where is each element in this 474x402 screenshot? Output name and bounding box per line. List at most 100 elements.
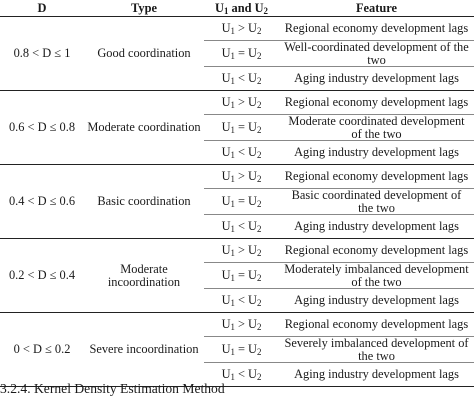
relation-symbol: < (238, 367, 245, 382)
u-letter: U (221, 342, 231, 357)
u-letter: U (248, 145, 257, 160)
table-row: 0.6 < D ≤ 0.8 Moderate coordination U1 > U2 R… (0, 90, 474, 165)
u-letter: U (221, 120, 231, 135)
table-body: 0.8 < D ≤ 1 Good coordination U1 > U2 Regiona… (0, 16, 474, 387)
relation-symbol: > (238, 169, 245, 184)
u-sub: 2 (256, 199, 262, 210)
relation-symbol: = (238, 46, 245, 61)
u-letter: U (248, 95, 257, 110)
cell-type: Severe incoordination (84, 312, 204, 387)
u-letter: U (221, 219, 231, 234)
u-letter: U (248, 194, 257, 209)
header-u: U1 and U2 (204, 0, 279, 17)
u-sub: 2 (256, 100, 262, 111)
u-sub: 1 (230, 298, 235, 309)
relation-symbol: > (238, 243, 245, 258)
cell-d-range: 0.8 < D ≤ 1 (0, 16, 84, 91)
cell-feature: Aging industry development lags (279, 140, 474, 165)
cell-u-relation: U1 = U2 (204, 336, 279, 363)
cell-u-relation: U1 > U2 (204, 164, 279, 189)
table-row: U1 = U2 Severely imbalanced development of … (0, 336, 474, 363)
header-row: D Type U1 and U2 Feature (0, 0, 474, 17)
u-letter: U (248, 21, 257, 36)
u-sub: 2 (256, 273, 262, 284)
cell-u-relation: U1 > U2 (204, 90, 279, 115)
u-letter: U (221, 317, 231, 332)
cell-feature: Regional economy development lags (279, 312, 474, 337)
u-sub: 2 (256, 51, 262, 62)
u-sub: 2 (256, 76, 262, 87)
u-letter: U (221, 46, 231, 61)
u-letter: U (221, 367, 231, 382)
section-heading: 3.2.4. Kernel Density Estimation Method (0, 381, 225, 396)
relation-symbol: = (238, 194, 245, 209)
classification-table: D Type U1 and U2 Feature 0.8 < D ≤ 1 Good… (0, 0, 474, 387)
header-feature: Feature (279, 0, 474, 17)
u-sub: 1 (230, 100, 235, 111)
cell-u-relation: U1 < U2 (204, 362, 279, 387)
u-sub: 1 (230, 51, 235, 62)
u-sub: 1 (230, 248, 235, 259)
relation-symbol: > (238, 21, 245, 36)
u-letter: U (221, 243, 231, 258)
cell-d-range: 0.6 < D ≤ 0.8 (0, 90, 84, 165)
u-letter: U (248, 219, 257, 234)
u-letter: U (248, 268, 257, 283)
cell-feature: Severely imbalanced development of the t… (279, 336, 474, 363)
relation-symbol: < (238, 293, 245, 308)
table-row: U1 < U2 Aging industry development lags (0, 140, 474, 165)
table-row: U1 < U2 Aging industry development lags (0, 362, 474, 387)
u-sub: 2 (256, 248, 262, 259)
u-letter: U (221, 268, 231, 283)
u-sub: 1 (230, 372, 235, 383)
cell-feature: Aging industry development lags (279, 362, 474, 387)
cell-u-relation: U1 < U2 (204, 140, 279, 165)
relation-symbol: = (238, 120, 245, 135)
cell-u-relation: U1 = U2 (204, 114, 279, 141)
cell-feature: Moderately imbalanced development of the… (279, 262, 474, 289)
u-sub: 2 (256, 150, 262, 161)
table-row: 0.4 < D ≤ 0.6 Basic coordination U1 > U2 Regi… (0, 164, 474, 239)
u-sub: 2 (256, 322, 262, 333)
u-sub: 1 (230, 26, 235, 37)
table-row: 0 < D ≤ 0.2 Severe incoordination U1 > U2 Reg… (0, 312, 474, 387)
u-letter: U (248, 342, 257, 357)
relation-symbol: > (238, 317, 245, 332)
u-sub: 2 (256, 298, 262, 309)
cell-u-relation: U1 < U2 (204, 214, 279, 239)
relation-symbol: = (238, 268, 245, 283)
relation-symbol: < (238, 219, 245, 234)
u-letter: U (248, 120, 257, 135)
cell-d-range: 0.4 < D ≤ 0.6 (0, 164, 84, 239)
relation-symbol: > (238, 95, 245, 110)
table-row: U1 = U2 Basic coordinated development of th… (0, 188, 474, 215)
relation-symbol: < (238, 71, 245, 86)
u-letter: U (248, 46, 257, 61)
u-letter: U (248, 243, 257, 258)
cell-feature: Regional economy development lags (279, 238, 474, 263)
cell-feature: Regional economy development lags (284, 21, 469, 36)
relation-symbol: = (238, 342, 245, 357)
cell-feature: Aging industry development lags (279, 288, 474, 313)
table-row: U1 < U2 Aging industry development lags (0, 214, 474, 239)
u-sub: 1 (230, 322, 235, 333)
cell-type: Moderate coordination (84, 90, 204, 165)
cell-u-relation: U1 < U2 (204, 66, 279, 91)
header-type: Type (84, 0, 204, 17)
cell-feature: Aging industry development lags (279, 214, 474, 239)
cell-feature: Aging industry development lags (279, 66, 474, 91)
cell-u-relation: U1 = U2 (204, 262, 279, 289)
u-letter: U (248, 367, 257, 382)
cell-type: Moderate incoordination (84, 238, 204, 313)
u-letter: U (248, 71, 257, 86)
cell-feature: Basic coordinated development of the two (279, 188, 474, 215)
u-letter: U (248, 293, 257, 308)
u-sub: 2 (256, 125, 262, 136)
u-sub: 2 (256, 347, 262, 358)
u-sub: 2 (256, 224, 262, 235)
u-sub: 1 (230, 273, 235, 284)
u-letter: U (221, 194, 231, 209)
cell-feature: Well-coordinated development of the two (279, 40, 474, 67)
u-letter: U (221, 95, 231, 110)
u-letter: U (248, 169, 257, 184)
